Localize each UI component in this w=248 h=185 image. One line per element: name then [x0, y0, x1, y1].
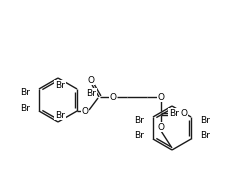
Text: O: O	[82, 107, 89, 115]
Text: O: O	[110, 92, 117, 102]
Text: Br: Br	[200, 115, 210, 125]
Text: O: O	[180, 108, 187, 117]
Text: O: O	[88, 75, 94, 85]
Text: Br: Br	[134, 132, 144, 140]
Text: Br: Br	[55, 110, 65, 120]
Text: Br: Br	[55, 80, 65, 90]
Text: Br: Br	[20, 88, 30, 97]
Text: O: O	[157, 92, 165, 102]
Text: Br: Br	[134, 115, 144, 125]
Text: O: O	[157, 122, 165, 132]
Text: Br: Br	[86, 88, 96, 97]
Text: Br: Br	[200, 132, 210, 140]
Text: Br: Br	[169, 108, 179, 117]
Text: Br: Br	[20, 103, 30, 112]
